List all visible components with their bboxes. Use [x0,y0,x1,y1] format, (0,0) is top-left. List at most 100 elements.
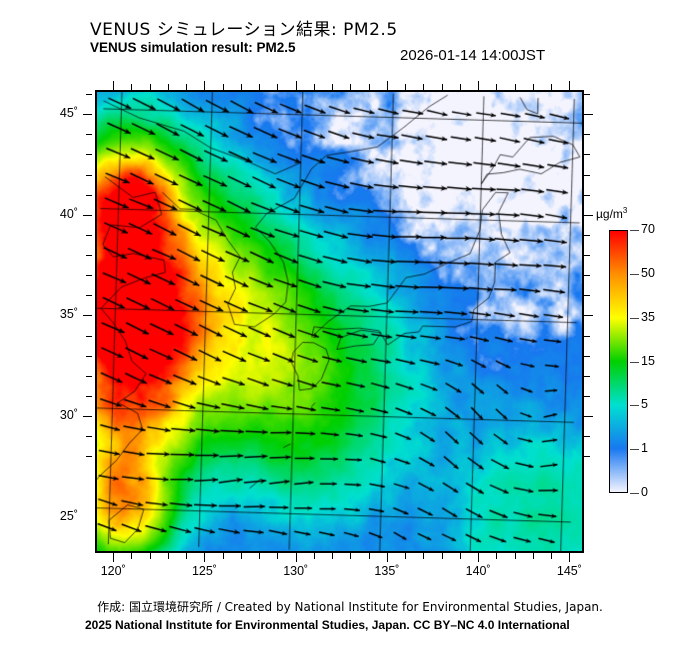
colorbar-unit-exponent: 3 [622,206,628,215]
y-axis-label: 35˚ [59,307,78,322]
y-axis-tick [86,436,92,438]
x-axis-tick [368,553,370,559]
x-axis-tick-top [167,84,169,90]
y-axis-tick-right [584,355,590,357]
y-axis-tick [83,315,92,317]
colorbar-tick [630,318,639,319]
y-axis-tick [86,355,92,357]
x-axis-tick-top [277,84,279,90]
x-axis-tick-top [350,84,352,90]
colorbar-tick-label: 35 [641,309,655,324]
y-axis-tick [83,214,92,216]
y-axis-tick [86,194,92,196]
x-axis-tick [496,553,498,559]
x-axis-tick [478,553,480,562]
x-axis-tick [186,553,188,559]
colorbar-gradient [610,231,627,492]
x-axis-tick [222,553,224,559]
y-axis-tick [86,255,92,257]
colorbar-tick [630,405,639,406]
x-axis-tick-top [113,81,115,90]
x-axis-tick [350,553,352,559]
colorbar-tick-label: 50 [641,265,655,280]
x-axis-tick-top [131,84,133,90]
y-axis-tick-right [584,154,590,156]
x-axis-tick-top [386,81,388,90]
x-axis-label: 135˚ [374,564,400,578]
page-title-english: VENUS simulation result: PM2.5 [90,40,296,55]
x-axis-tick [532,553,534,559]
y-axis-tick-right [584,375,590,377]
colorbar-unit-label: µg/m3 [596,206,627,221]
y-axis-tick-right [584,295,590,297]
x-axis-tick [441,553,443,559]
x-axis-tick-top [405,84,407,90]
x-axis-tick-top [441,84,443,90]
y-axis-tick [86,456,92,458]
x-axis-tick-top [259,84,261,90]
credit-line-japanese: 作成: 国立環境研究所 / Created by National Instit… [97,600,603,614]
colorbar [609,230,628,493]
colorbar-tick [630,274,639,275]
y-axis-tick-right [584,456,590,458]
x-axis-tick-top [222,84,224,90]
credit-line-license: 2025 National Institute for Environmenta… [85,618,570,632]
colorbar-tick-label: 15 [641,353,655,368]
colorbar-tick [630,493,639,494]
x-axis-tick [423,553,425,559]
x-axis-tick-top [149,84,151,90]
x-axis-tick-top [569,81,571,90]
x-axis-label: 145˚ [556,564,582,578]
y-axis-tick-right [584,416,593,418]
x-axis-tick [332,553,334,559]
y-axis-tick-right [584,214,593,216]
colorbar-tick [630,449,639,450]
x-axis-tick-top [204,81,206,90]
x-axis-tick-top [532,84,534,90]
colorbar-tick [630,362,639,363]
x-axis-tick-top [295,81,297,90]
x-axis-tick [167,553,169,559]
x-axis-tick [459,553,461,559]
y-axis-tick [86,395,92,397]
x-axis-tick [204,553,206,562]
page-title-japanese: VENUS シミュレーション結果: PM2.5 [90,20,398,40]
x-axis-tick [113,553,115,562]
y-axis-tick-right [584,234,590,236]
x-axis-tick-top [313,84,315,90]
x-axis-tick-top [551,84,553,90]
x-axis-tick [569,553,571,562]
y-axis-tick [83,114,92,116]
y-axis-tick [86,174,92,176]
y-axis-label: 45˚ [59,106,78,121]
map-plot-area[interactable] [95,90,584,553]
colorbar-tick-label: 70 [641,222,655,236]
x-axis-tick-top [332,84,334,90]
pm25-heatmap-canvas [97,92,582,551]
y-axis-label: 40˚ [59,206,78,221]
y-axis-tick-right [584,395,590,397]
y-axis-tick [86,154,92,156]
y-axis-label: 25˚ [59,508,78,523]
colorbar-tick-label: 0 [641,485,648,499]
x-axis-tick-top [459,84,461,90]
x-axis-label: 120˚ [100,564,126,578]
y-axis-tick [86,375,92,377]
x-axis-tick-top [240,84,242,90]
x-axis-tick [131,553,133,559]
y-axis-tick-right [584,255,590,257]
x-axis-tick-top [186,84,188,90]
y-axis-tick [83,416,92,418]
y-axis-tick-right [584,335,590,337]
y-axis-tick-right [584,315,593,317]
x-axis-tick [259,553,261,559]
colorbar-tick-label: 5 [641,397,648,412]
x-axis-tick-top [514,84,516,90]
y-axis-tick [86,295,92,297]
y-axis-tick-right [584,134,590,136]
colorbar-tick-label: 1 [641,441,648,456]
x-axis-tick [313,553,315,559]
colorbar-unit-text: µg/m [596,207,623,221]
y-axis-tick-right [584,194,590,196]
y-axis-tick-right [584,94,590,96]
